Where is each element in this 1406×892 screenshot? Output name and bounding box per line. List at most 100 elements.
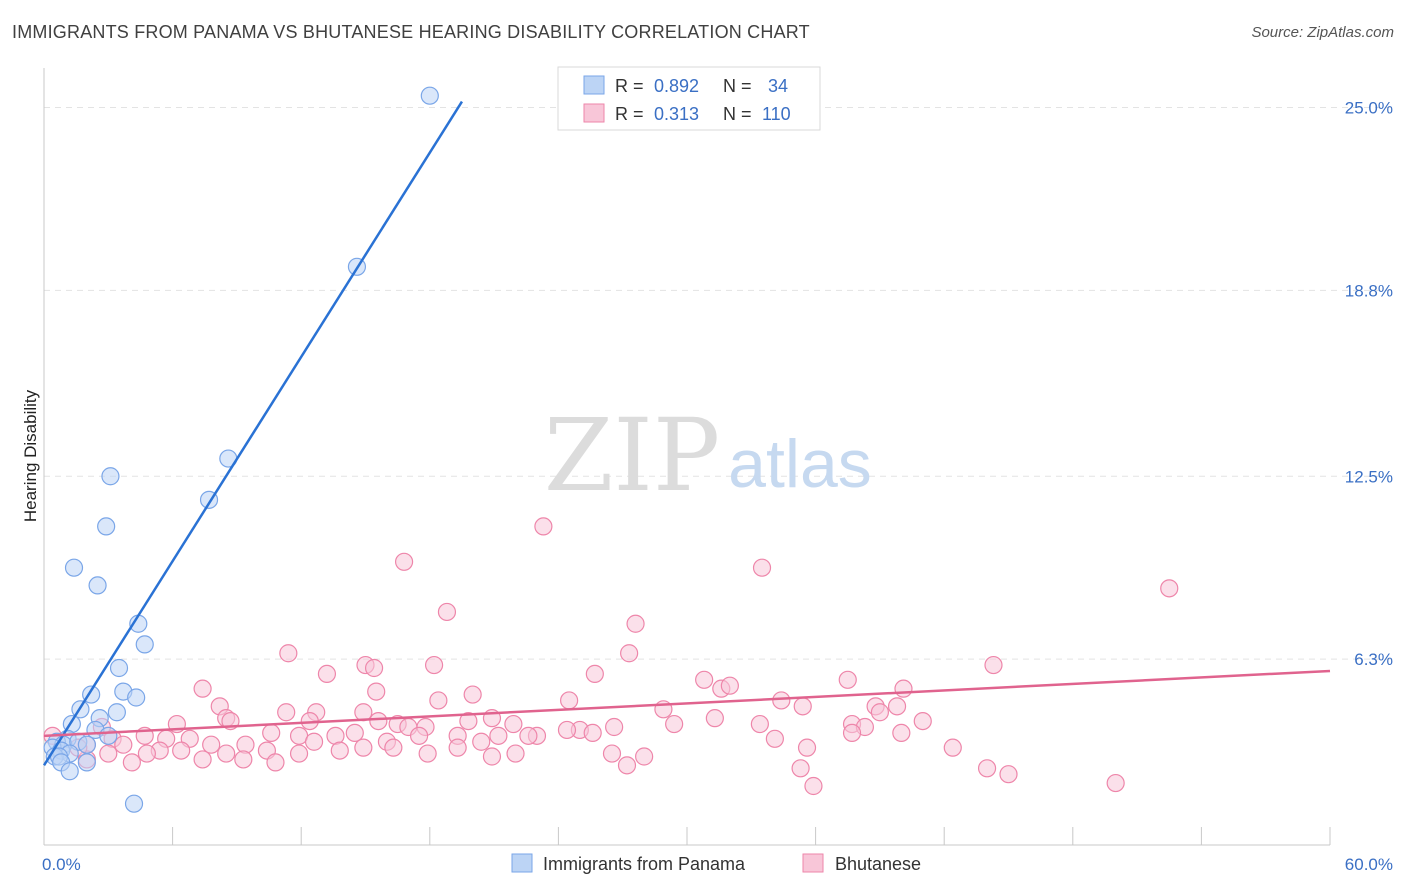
trend-layer bbox=[42, 100, 1331, 767]
panama-point bbox=[88, 576, 107, 595]
bhutanese-point bbox=[635, 747, 654, 766]
legend-r-value-bhutanese: 0.313 bbox=[654, 104, 699, 124]
bhutanese-point bbox=[122, 753, 141, 772]
points-layer bbox=[43, 86, 1179, 813]
bhutanese-point bbox=[217, 744, 236, 763]
bhutanese-point bbox=[459, 711, 478, 731]
bottom-legend-label-bhutanese: Bhutanese bbox=[835, 854, 921, 874]
bhutanese-point bbox=[289, 744, 309, 763]
bhutanese-point bbox=[557, 720, 577, 740]
bhutanese-point bbox=[364, 658, 384, 678]
bhutanese-point bbox=[772, 691, 791, 710]
bhutanese-point bbox=[765, 729, 784, 748]
bhutanese-point bbox=[448, 738, 467, 757]
panama-point bbox=[135, 635, 154, 654]
watermark-atlas: atlas bbox=[728, 426, 872, 502]
legend-n-label-bhutanese: N = bbox=[723, 104, 752, 124]
bhutanese-point bbox=[560, 691, 579, 710]
bhutanese-point bbox=[620, 644, 639, 663]
bhutanese-point bbox=[665, 714, 684, 734]
axis-layer: 6.3% 12.5% 18.8% 25.0% 0.0% 60.0% bbox=[42, 68, 1393, 874]
chart-title: IMMIGRANTS FROM PANAMA VS BHUTANESE HEAR… bbox=[12, 22, 810, 42]
bhutanese-point bbox=[202, 735, 221, 754]
bhutanese-point bbox=[193, 750, 212, 769]
bottom-legend-label-panama: Immigrants from Panama bbox=[543, 854, 746, 874]
legend-swatch-bhutanese bbox=[583, 103, 605, 123]
bhutanese-point bbox=[472, 732, 491, 751]
bhutanese-point bbox=[695, 670, 714, 689]
bhutanese-point bbox=[617, 756, 637, 775]
bhutanese-point bbox=[720, 676, 739, 695]
bhutanese-point bbox=[279, 644, 298, 663]
bhutanese-point bbox=[317, 664, 337, 684]
bhutanese-point bbox=[266, 753, 285, 772]
bhutanese-point bbox=[793, 697, 812, 716]
legend-r-label-panama: R = bbox=[615, 76, 644, 96]
y-tick-label: 18.8% bbox=[1345, 281, 1393, 300]
x-tick-label: 60.0% bbox=[1345, 855, 1393, 874]
bhutanese-point bbox=[752, 558, 772, 577]
bhutanese-point bbox=[1106, 773, 1125, 793]
bhutanese-point bbox=[354, 738, 373, 757]
chart-source: Source: ZipAtlas.com bbox=[1251, 24, 1394, 41]
bhutanese-point bbox=[99, 744, 118, 763]
bhutanese-point bbox=[137, 744, 156, 763]
panama-point bbox=[124, 794, 144, 813]
bhutanese-point bbox=[367, 682, 386, 701]
bhutanese-point bbox=[705, 709, 724, 728]
bhutanese-point bbox=[409, 726, 429, 745]
panama-point bbox=[127, 688, 146, 707]
legend-n-value-bhutanese: 110 bbox=[762, 104, 791, 124]
panama-point bbox=[109, 658, 129, 678]
grid-layer bbox=[44, 107, 1395, 660]
bhutanese-point bbox=[193, 679, 212, 698]
bhutanese-point bbox=[429, 691, 448, 710]
bhutanese-point bbox=[114, 735, 133, 754]
legend-r-value-panama: 0.892 bbox=[654, 76, 699, 96]
bhutanese-point bbox=[894, 679, 913, 698]
y-tick-label: 12.5% bbox=[1345, 467, 1393, 486]
bhutanese-trend-line bbox=[43, 669, 1331, 738]
bottom-legend-swatch-bhutanese bbox=[802, 853, 824, 873]
bhutanese-point bbox=[943, 738, 962, 757]
bhutanese-point bbox=[602, 744, 622, 763]
y-tick-label: 6.3% bbox=[1354, 650, 1393, 669]
legend-swatch-panama bbox=[583, 75, 605, 95]
bhutanese-point bbox=[626, 614, 645, 633]
bhutanese-point bbox=[1160, 579, 1179, 598]
bhutanese-point bbox=[534, 517, 553, 536]
bhutanese-point bbox=[977, 759, 997, 778]
bhutanese-point bbox=[482, 747, 502, 766]
bhutanese-point bbox=[262, 723, 281, 743]
bhutanese-point bbox=[791, 759, 810, 778]
bhutanese-point bbox=[887, 697, 907, 716]
bhutanese-point bbox=[605, 717, 624, 737]
panama-point bbox=[77, 735, 96, 754]
panama-point bbox=[77, 753, 96, 772]
x-tick-label: 0.0% bbox=[42, 855, 81, 874]
bhutanese-point bbox=[369, 711, 388, 731]
bhutanese-point bbox=[424, 655, 444, 675]
bhutanese-point bbox=[750, 714, 769, 734]
bhutanese-point bbox=[384, 738, 403, 757]
bhutanese-point bbox=[506, 744, 525, 763]
bhutanese-point bbox=[984, 655, 1003, 675]
panama-point bbox=[99, 726, 118, 745]
bhutanese-point bbox=[277, 703, 296, 722]
watermark: ZIP atlas bbox=[544, 397, 872, 514]
bhutanese-point bbox=[842, 723, 862, 743]
panama-point bbox=[97, 517, 116, 536]
bhutanese-point bbox=[172, 741, 191, 760]
bhutanese-point bbox=[345, 723, 364, 743]
bhutanese-point bbox=[583, 723, 602, 743]
watermark-zip: ZIP bbox=[544, 397, 720, 514]
bhutanese-point bbox=[437, 602, 457, 622]
legend-r-label-bhutanese: R = bbox=[615, 104, 644, 124]
bhutanese-point bbox=[304, 732, 324, 751]
bhutanese-point bbox=[394, 552, 414, 571]
bhutanese-point bbox=[418, 744, 437, 763]
bhutanese-point bbox=[870, 703, 890, 722]
bhutanese-point bbox=[838, 670, 857, 689]
bhutanese-point bbox=[504, 714, 523, 734]
